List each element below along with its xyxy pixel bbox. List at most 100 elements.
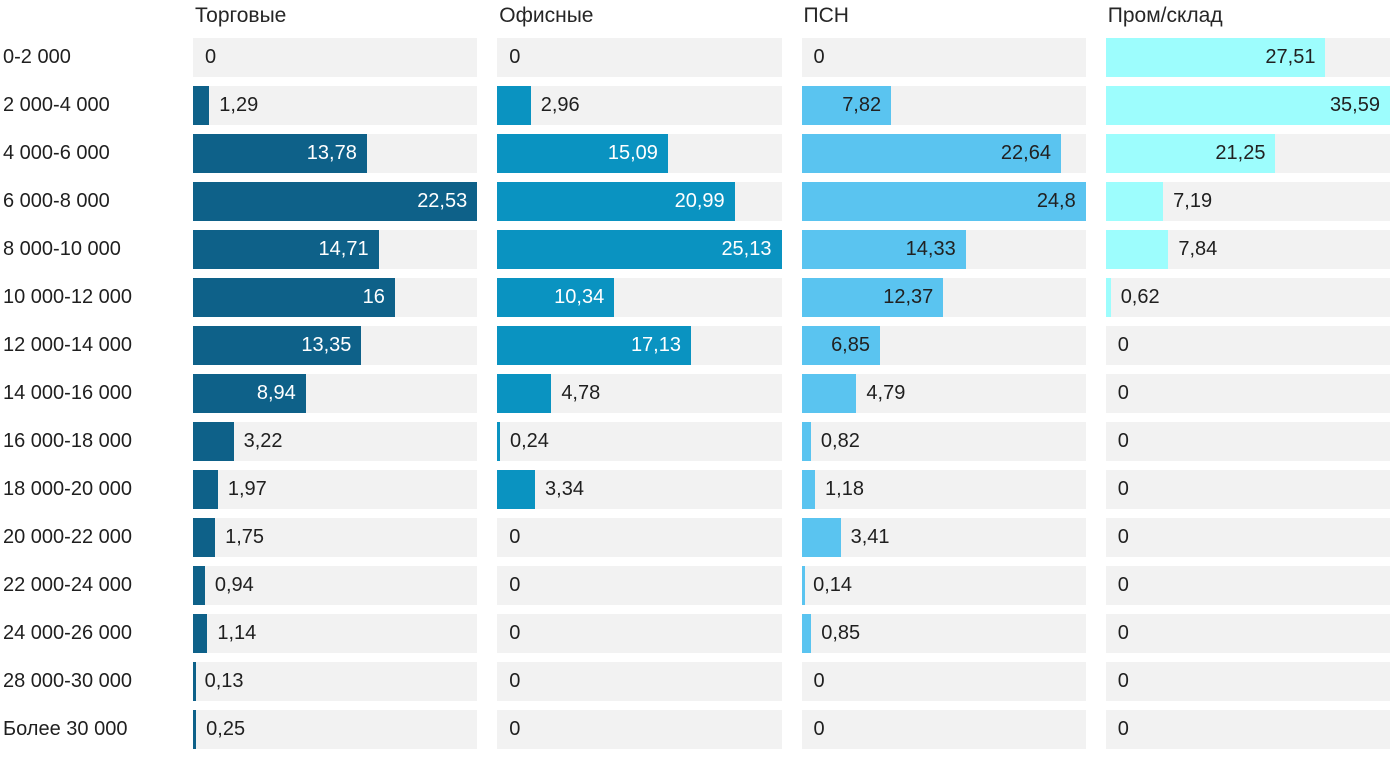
bar-value-label: 14,33 (905, 238, 956, 260)
bar-track: 35,59 (1105, 86, 1390, 125)
bar-value-label: 7,82 (842, 94, 882, 116)
row-label: 10 000-12 000 (3, 286, 133, 308)
bar: 25,13 (497, 230, 782, 269)
bar-value-label: 4,79 (866, 382, 906, 404)
bar (497, 374, 552, 413)
bar-value-label: 24,8 (1036, 190, 1076, 212)
bar-value-label: 25,13 (721, 238, 772, 260)
bar: 13,35 (193, 326, 362, 365)
bar-track: 14,71 (193, 230, 478, 269)
bar-track: 0 (1105, 518, 1390, 557)
bar-track: 0 (801, 710, 1086, 749)
row-label: 6 000-8 000 (3, 190, 110, 212)
bar-value-label: 0 (1117, 622, 1129, 644)
bar-track: 13,35 (193, 326, 478, 365)
bar-track: 22,53 (193, 182, 478, 221)
bar-value-label: 0,82 (820, 430, 860, 452)
bar-value-label: 8,94 (256, 382, 296, 404)
bar-track: 0 (1105, 374, 1390, 413)
bar: 20,99 (497, 182, 735, 221)
row-label: 0-2 000 (3, 46, 71, 68)
bar-value-label: 4,78 (561, 382, 601, 404)
bar-track: 10,34 (497, 278, 782, 317)
row-label: 16 000-18 000 (3, 430, 133, 452)
bar-value-label: 0 (1117, 334, 1129, 356)
bar-track: 12,37 (801, 278, 1086, 317)
bar-track: 0 (497, 710, 782, 749)
bar-value-label: 1,29 (219, 94, 259, 116)
bar (193, 470, 218, 509)
bar-track: 3,34 (497, 470, 782, 509)
bar-track: 0 (801, 662, 1086, 701)
bar-track: 0 (1105, 566, 1390, 605)
column-header-prom-sklad: Пром/склад (1107, 4, 1223, 27)
bar-track: 14,33 (801, 230, 1086, 269)
bar-value-label: 0 (509, 718, 521, 740)
bar: 24,8 (801, 182, 1086, 221)
bar: 13,78 (193, 134, 367, 173)
bar-value-label: 0 (509, 574, 521, 596)
bar (497, 422, 501, 461)
bar-track: 1,29 (193, 86, 478, 125)
bar-track: 1,18 (801, 470, 1086, 509)
bar-track: 0 (497, 518, 782, 557)
bar-value-label: 2,96 (540, 94, 580, 116)
bar-value-label: 1,75 (225, 526, 265, 548)
bar-track: 0 (1105, 326, 1390, 365)
chart-row: 2 000-4 000 1,29 2,96 7,82 35,59 (0, 86, 1390, 125)
bar-track: 4,79 (801, 374, 1086, 413)
bar-value-label: 3,22 (243, 430, 283, 452)
grouped-bar-chart: Торговые Офисные ПСН Пром/склад 0-2 000 0… (0, 4, 1390, 749)
bar-track: 0 (1105, 470, 1390, 509)
bar-track: 0 (497, 566, 782, 605)
bar-track: 7,82 (801, 86, 1086, 125)
bar-value-label: 0,85 (821, 622, 861, 644)
bar-value-label: 1,97 (227, 478, 267, 500)
bar (801, 470, 816, 509)
bar: 22,53 (193, 182, 478, 221)
bar-value-label: 0 (1117, 670, 1129, 692)
bar (193, 614, 208, 653)
bar (801, 566, 805, 605)
chart-row: 22 000-24 000 0,94 0 0,14 0 (0, 566, 1390, 605)
bar-value-label: 3,34 (545, 478, 584, 500)
bar-value-label: 3,41 (850, 526, 890, 548)
bar: 22,64 (801, 134, 1061, 173)
bar-track: 8,94 (193, 374, 478, 413)
bar-track: 16 (193, 278, 478, 317)
bar-value-label: 7,84 (1178, 238, 1218, 260)
chart-row: 20 000-22 000 1,75 0 3,41 0 (0, 518, 1390, 557)
bar-track: 20,99 (497, 182, 782, 221)
bar-track: 0,62 (1105, 278, 1390, 317)
bar-value-label: 21,25 (1215, 142, 1266, 164)
bar (801, 422, 811, 461)
chart-row: 12 000-14 000 13,35 17,13 6,85 0 (0, 326, 1390, 365)
bar-track: 13,78 (193, 134, 478, 173)
bar-track: 0,85 (801, 614, 1086, 653)
bar (193, 662, 196, 701)
bar (497, 86, 531, 125)
chart-row: 0-2 000 0 0 0 27,51 (0, 38, 1390, 77)
bar-track: 1,14 (193, 614, 478, 653)
bar-value-label: 0 (509, 670, 521, 692)
bar-value-label: 13,78 (306, 142, 357, 164)
chart-row: 10 000-12 000 16 10,34 12,37 0,62 (0, 278, 1390, 317)
bar-track: 15,09 (497, 134, 782, 173)
bar-value-label: 1,18 (825, 478, 864, 500)
bar-value-label: 0 (1117, 574, 1129, 596)
bar-track: 3,41 (801, 518, 1086, 557)
bar-value-label: 0,14 (813, 574, 853, 596)
bar-value-label: 0 (1117, 718, 1129, 740)
bar-value-label: 0,13 (204, 670, 244, 692)
row-label: 14 000-16 000 (3, 382, 133, 404)
bar-track: 0 (497, 614, 782, 653)
bar-value-label: 27,51 (1265, 46, 1316, 68)
bar-value-label: 0 (509, 46, 521, 68)
bar-track: 0,94 (193, 566, 478, 605)
bar-value-label: 0 (813, 718, 825, 740)
bar (193, 518, 216, 557)
column-header-psn: ПСН (803, 4, 849, 27)
header-corner (0, 4, 173, 28)
bar (1105, 230, 1169, 269)
bar-value-label: 35,59 (1329, 94, 1380, 116)
